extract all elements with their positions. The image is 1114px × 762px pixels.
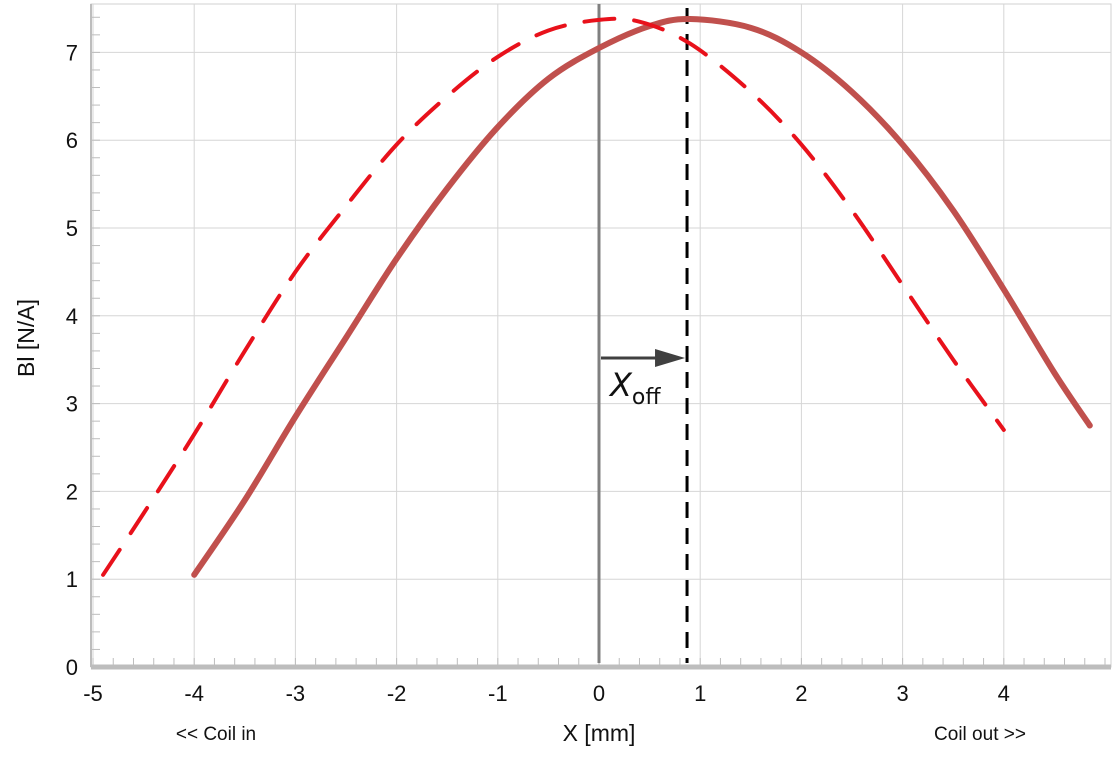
coil-out-label: Coil out >> (934, 724, 1026, 745)
y-tick-label: 4 (66, 304, 78, 329)
data-series (101, 16, 1093, 578)
x-tick-label: 3 (896, 681, 908, 706)
reference-lines (597, 4, 689, 663)
y-tick-label: 0 (66, 655, 78, 680)
offset-arrow-head (655, 349, 686, 367)
x-tick-label: -2 (387, 681, 407, 706)
xoff-main: X (608, 366, 633, 404)
y-tick-label: 7 (66, 40, 78, 65)
y-tick-label: 6 (66, 128, 78, 153)
x-tick-label: 2 (795, 681, 807, 706)
annotations: X [mm] Bl [N/A] << Coil in Coil out >> X… (13, 299, 1026, 746)
x-tick-label: -5 (83, 681, 103, 706)
xoff-label: Xoff (608, 366, 661, 410)
y-axis-title: Bl [N/A] (13, 299, 39, 377)
x-tick-label: -1 (488, 681, 508, 706)
y-tick-label: 5 (66, 216, 78, 241)
x-axis-title: X [mm] (563, 720, 636, 746)
x-tick-label: 1 (694, 681, 706, 706)
x-tick-label: -3 (286, 681, 306, 706)
dashed-curve (101, 16, 1006, 577)
solid-curve (191, 16, 1093, 578)
x-tick-label: -4 (184, 681, 204, 706)
x-tick-label: 0 (593, 681, 605, 706)
y-tick-label: 2 (66, 479, 78, 504)
coil-in-label: << Coil in (176, 724, 256, 745)
tick-labels: -5 -4 -3 -2 -1 0 1 2 3 4 0 1 2 3 4 5 6 7 (66, 40, 1010, 706)
y-tick-label: 3 (66, 392, 78, 417)
grid-lines (90, 3, 1112, 668)
plot-area (90, 3, 1112, 668)
x-tick-label: 4 (998, 681, 1010, 706)
axes (90, 4, 1111, 670)
xoff-subscript: off (632, 385, 661, 410)
y-tick-label: 1 (66, 567, 78, 592)
